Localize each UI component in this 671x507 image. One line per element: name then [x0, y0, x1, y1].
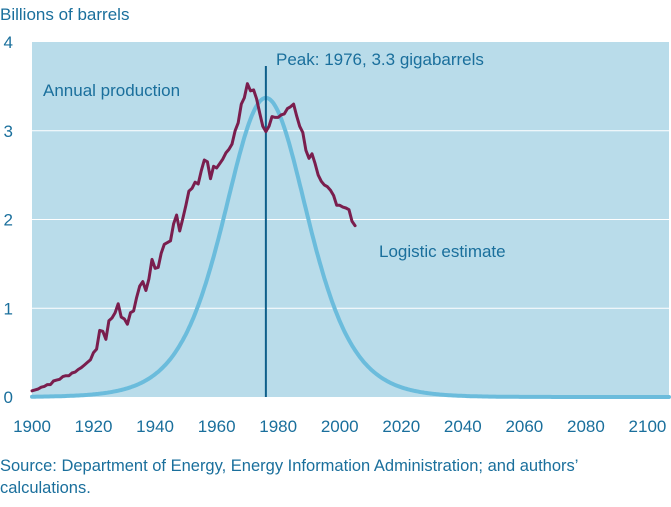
y-tick-label: 1 — [4, 299, 13, 318]
x-tick-label: 1980 — [259, 417, 297, 436]
x-axis-ticks: 1900 1920 1940 1960 1980 2000 2020 2040 2060 2080… — [13, 417, 666, 436]
logistic-estimate-series — [30, 95, 671, 399]
y-tick-label: 0 — [4, 388, 13, 407]
x-tick-label: 1940 — [136, 417, 174, 436]
logistic-estimate-label: Logistic estimate — [379, 242, 506, 261]
x-tick-label: 1900 — [13, 417, 51, 436]
x-tick-label: 2000 — [321, 417, 359, 436]
x-tick-label: 2080 — [567, 417, 605, 436]
x-tick-label: 2020 — [382, 417, 420, 436]
x-tick-label: 2060 — [505, 417, 543, 436]
y-tick-label: 3 — [4, 122, 13, 141]
y-axis-ticks: 0 1 2 3 4 — [4, 33, 13, 407]
y-tick-label: 4 — [4, 33, 13, 52]
x-tick-label: 2100 — [629, 417, 667, 436]
annual-production-line — [30, 82, 357, 393]
x-tick-label: 2040 — [444, 417, 482, 436]
source-note: Source: Department of Energy, Energy Inf… — [0, 457, 578, 497]
y-tick-label: 2 — [4, 211, 13, 230]
logistic-estimate-line — [30, 95, 671, 399]
annual-production-label: Annual production — [43, 81, 180, 100]
peak-annotation: Peak: 1976, 3.3 gigabarrels — [276, 50, 484, 69]
y-axis-label: Billions of barrels — [0, 5, 129, 24]
annual-production-series — [30, 82, 357, 393]
x-tick-label: 1960 — [198, 417, 236, 436]
x-tick-label: 1920 — [75, 417, 113, 436]
